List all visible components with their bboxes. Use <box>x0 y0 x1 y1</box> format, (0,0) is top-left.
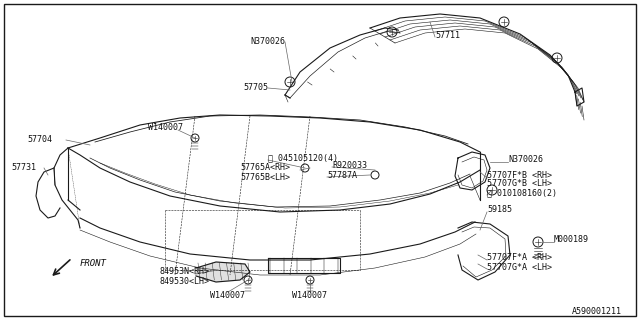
Text: 57707G*B <LH>: 57707G*B <LH> <box>487 180 552 188</box>
Text: W140007: W140007 <box>292 291 328 300</box>
Text: N370026: N370026 <box>250 37 285 46</box>
Text: 57705: 57705 <box>243 84 268 92</box>
Text: 84953N<RH>: 84953N<RH> <box>160 268 210 276</box>
Text: M000189: M000189 <box>554 236 589 244</box>
Text: 57787A: 57787A <box>327 171 357 180</box>
Text: Ⓑ 010108160(2): Ⓑ 010108160(2) <box>487 188 557 197</box>
Text: W140007: W140007 <box>211 291 246 300</box>
Polygon shape <box>196 262 250 282</box>
Text: 57707F*A <RH>: 57707F*A <RH> <box>487 253 552 262</box>
Text: 57707G*A <LH>: 57707G*A <LH> <box>487 262 552 271</box>
Text: 57711: 57711 <box>435 30 460 39</box>
Text: 57704: 57704 <box>27 135 52 145</box>
Text: 59185: 59185 <box>487 205 512 214</box>
Text: FRONT: FRONT <box>80 259 107 268</box>
Text: 57707F*B <RH>: 57707F*B <RH> <box>487 171 552 180</box>
Text: W140007: W140007 <box>148 124 183 132</box>
Text: A590001211: A590001211 <box>572 307 622 316</box>
Text: 849530<LH>: 849530<LH> <box>160 276 210 285</box>
Text: R920033: R920033 <box>332 161 367 170</box>
Text: 57731: 57731 <box>11 164 36 172</box>
Text: Ⓢ 045105120(4): Ⓢ 045105120(4) <box>268 154 338 163</box>
Text: 57765B<LH>: 57765B<LH> <box>240 172 290 181</box>
Text: N370026: N370026 <box>508 156 543 164</box>
Text: 57765A<RH>: 57765A<RH> <box>240 164 290 172</box>
